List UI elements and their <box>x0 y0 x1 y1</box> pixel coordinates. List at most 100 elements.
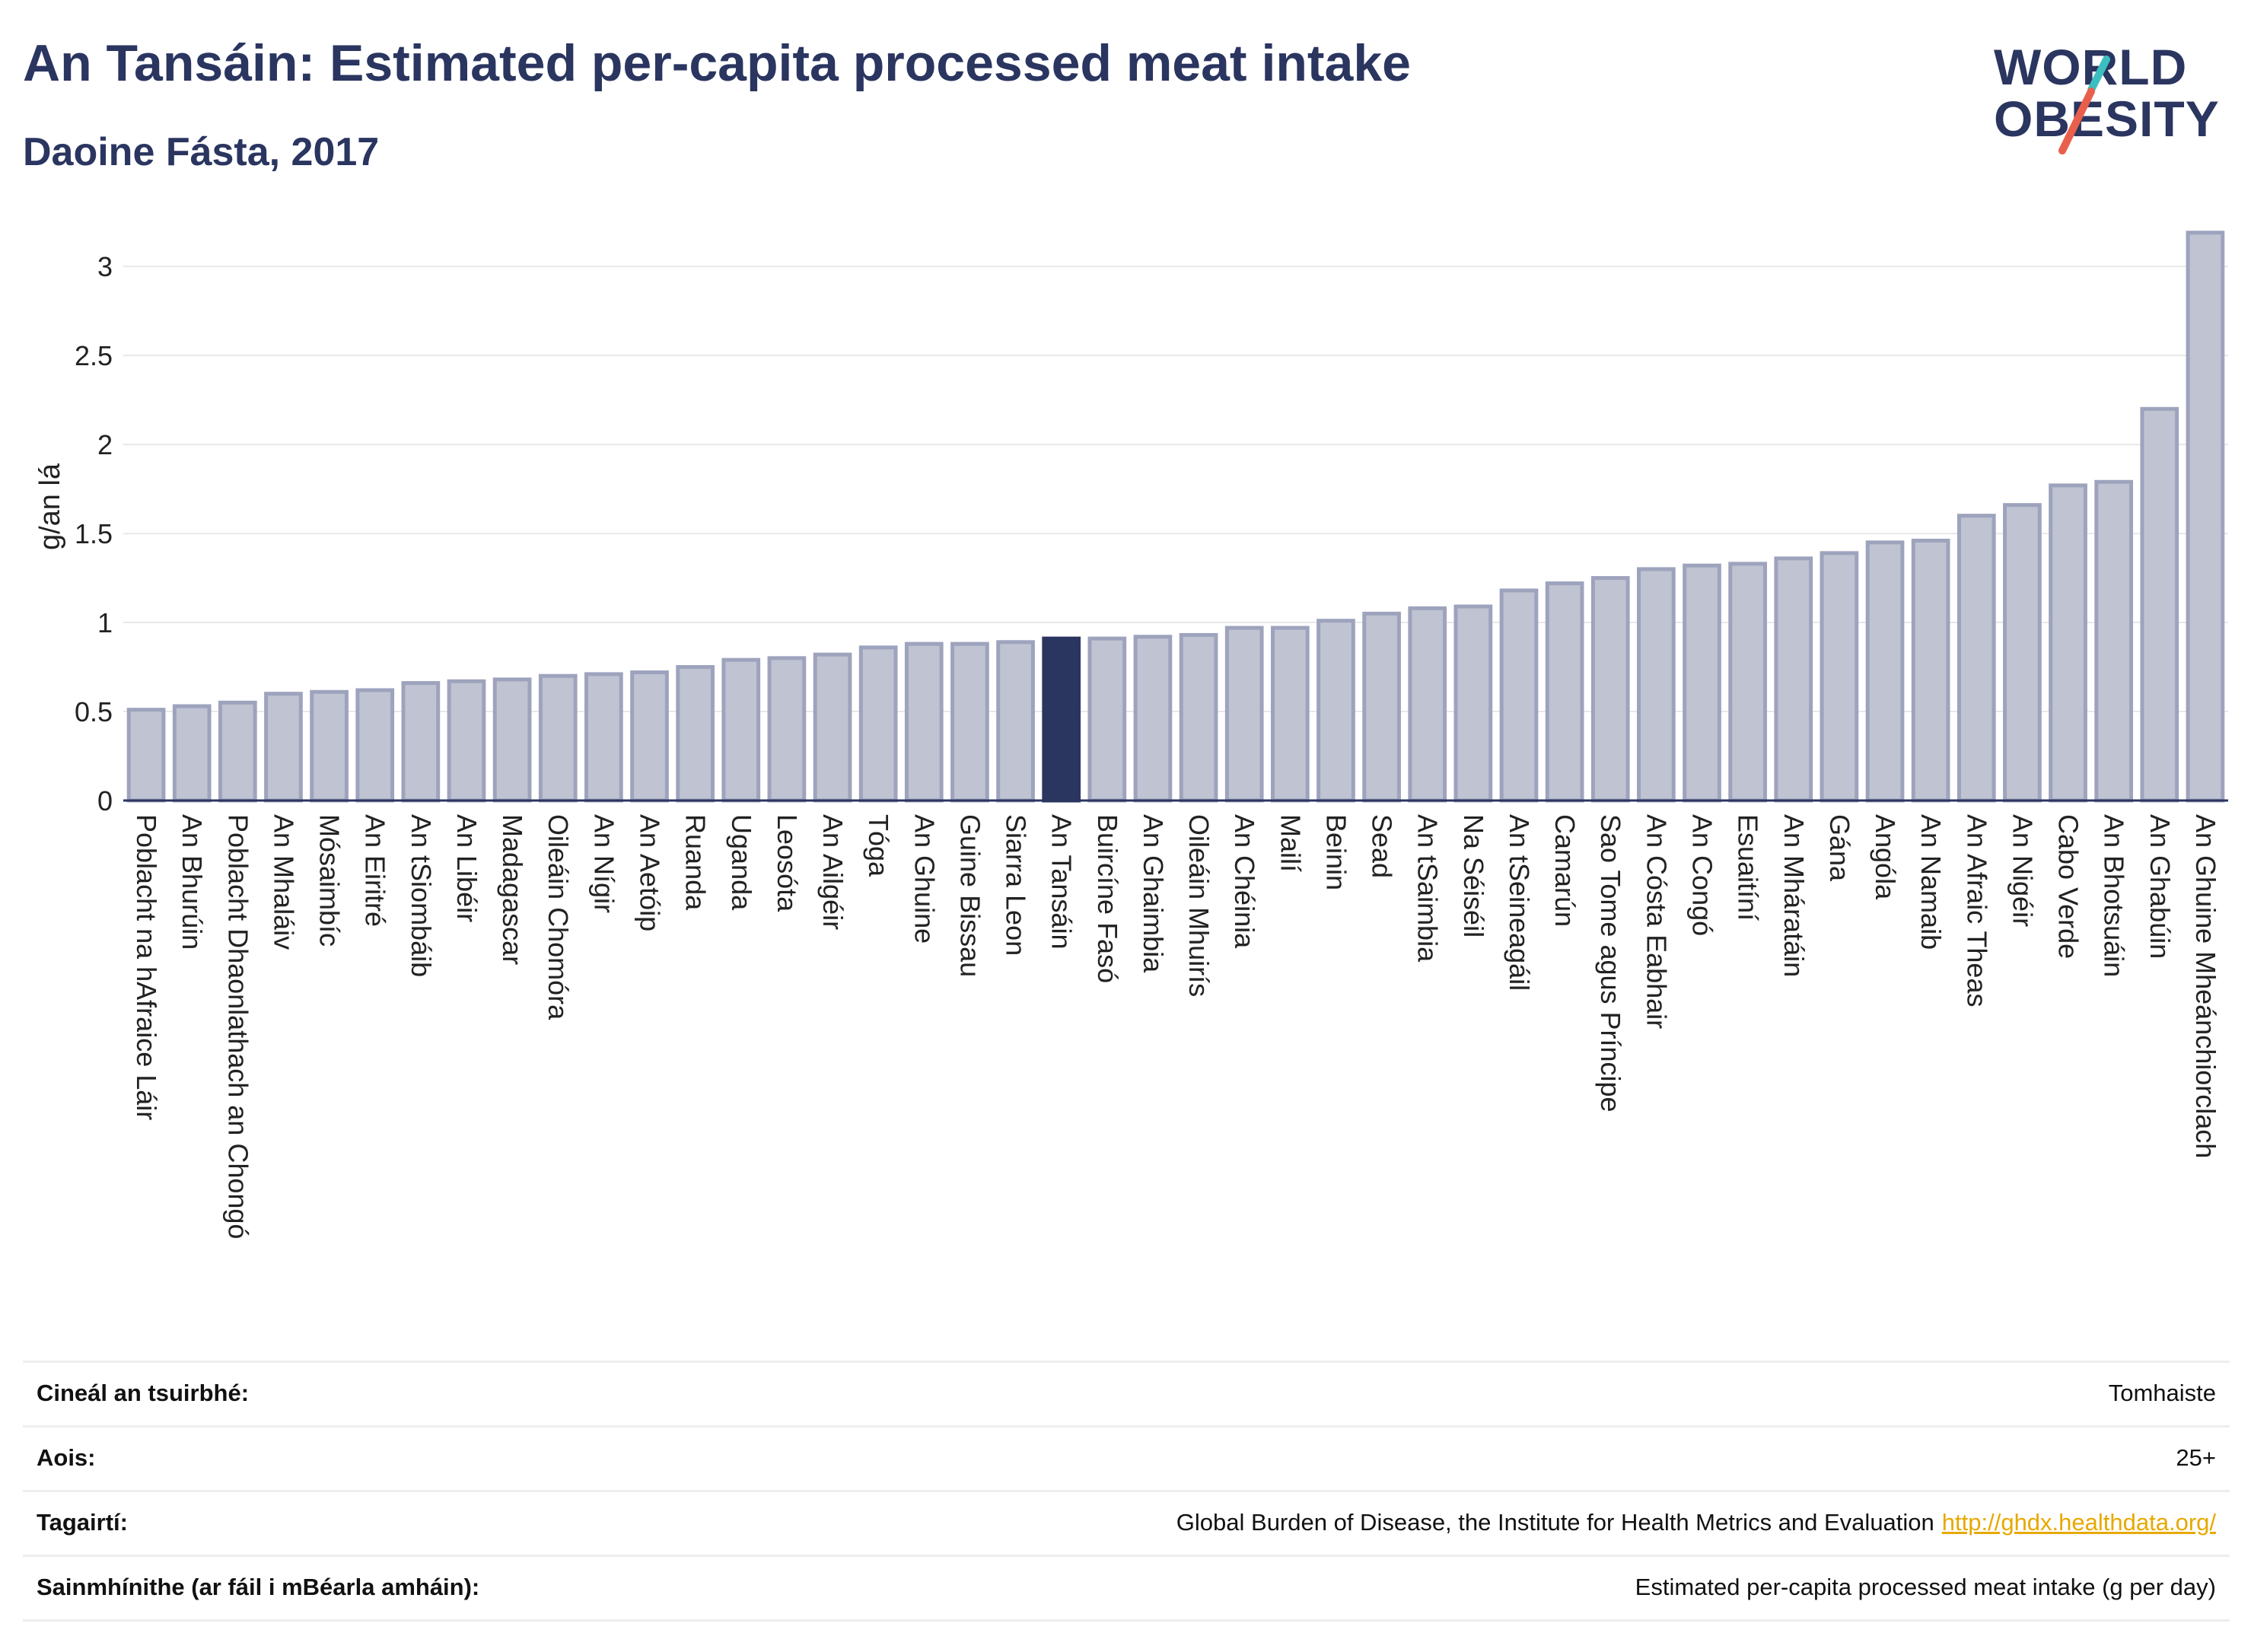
bar <box>1683 563 1721 803</box>
x-tick-label: An Ghabúin <box>2144 814 2176 959</box>
x-tick-label: Na Séiséil <box>1458 814 1489 937</box>
logo-line-2: OBESITY <box>1994 91 2220 147</box>
bar <box>1911 538 1950 803</box>
x-tick-label: Beinin <box>1320 814 1352 890</box>
x-tick-label: An Mhaláiv <box>268 814 299 950</box>
x-tick-label: Buircíne Fasó <box>1092 814 1123 983</box>
logo-slash-icon <box>2058 56 2110 154</box>
bar <box>950 641 989 803</box>
x-tick-label: Angóla <box>1870 814 1901 900</box>
x-tick-label: An Eiritré <box>360 814 391 927</box>
chart-title: An Tansáin: Estimated per-capita process… <box>23 34 1411 92</box>
x-tick-label: Tóga <box>863 814 894 877</box>
x-tick-label: Oileáin Mhuirís <box>1183 814 1215 997</box>
y-tick-label: 1 <box>97 607 113 638</box>
bar <box>310 689 349 803</box>
x-tick-label: Gána <box>1824 814 1855 882</box>
bar <box>1865 540 1905 803</box>
x-tick-label: An Namaib <box>1915 814 1947 950</box>
x-tick-label: An Ghuine Mheánchiorclach <box>2190 814 2221 1158</box>
x-tick-label: Uganda <box>726 814 757 911</box>
info-label: Aois: <box>37 1444 96 1471</box>
bar <box>1042 636 1081 803</box>
y-tick-label: 1.5 <box>75 518 113 549</box>
x-tick-label: Poblacht Dhaonlathach an Chongó <box>222 814 253 1239</box>
bar <box>355 688 395 803</box>
bar <box>2049 483 2087 803</box>
reference-link[interactable]: http://ghdx.healthdata.org/ <box>1941 1509 2216 1536</box>
x-tick-label: An Libéir <box>451 814 482 922</box>
x-tick-label: An Congó <box>1687 814 1718 936</box>
info-label: Cineál an tsuirbhé: <box>37 1380 250 1406</box>
x-tick-label: Leosóta <box>772 814 803 912</box>
bar <box>2186 231 2225 803</box>
x-tick-label: An Mháratáin <box>1778 814 1810 977</box>
bar <box>218 700 257 803</box>
bar <box>172 704 212 803</box>
x-tick-label: Guine Bissau <box>954 814 985 977</box>
bar <box>1408 606 1447 803</box>
bar <box>1590 576 1630 803</box>
info-row: Aois: 25+ <box>23 1425 2230 1490</box>
bar <box>1133 635 1173 803</box>
y-tick-label: 0.5 <box>75 696 113 727</box>
x-tick-label: Sao Tome agus Príncipe <box>1595 814 1626 1112</box>
bar-chart: 0 0.5 1 1.5 2 2.5 3 g/an lá Poblacht na hAfraice… <box>34 231 2228 1239</box>
bar <box>1362 611 1401 803</box>
y-tick-label: 2.5 <box>75 340 113 371</box>
bar <box>721 657 761 803</box>
world-obesity-logo: WORLD OBESITY <box>1986 30 2237 160</box>
x-tick-label: Sead <box>1367 814 1398 878</box>
bar <box>1224 625 1264 803</box>
x-tick-label: Camarún <box>1549 814 1581 927</box>
info-label: Sainmhínithe (ar fáil i mBéarla amháin): <box>37 1574 480 1600</box>
x-tick-label: An Ghuine <box>909 814 940 944</box>
bar <box>676 665 715 803</box>
bar <box>630 670 669 803</box>
bar <box>1087 636 1127 803</box>
bar <box>538 673 578 803</box>
bar <box>1270 625 1310 803</box>
bar <box>2094 479 2134 803</box>
x-tick-label: An Cósta Eabhair <box>1641 814 1672 1029</box>
bar <box>126 708 166 803</box>
bar <box>996 640 1035 803</box>
bar <box>1179 632 1218 803</box>
bar <box>767 656 807 803</box>
x-tick-label: Oileáin Chomóra <box>543 814 574 1020</box>
x-tick-label: An tSiombáib <box>406 814 437 977</box>
bar <box>2003 503 2042 803</box>
info-label: Tagairtí: <box>37 1509 128 1536</box>
x-tick-label: Mailí <box>1275 814 1306 872</box>
x-tick-label: An tSeineagáil <box>1504 814 1535 991</box>
x-tick-label: An Nigéir <box>2007 814 2038 927</box>
info-row: Tagairtí: Global Burden of Disease, the I… <box>23 1490 2230 1555</box>
bar <box>813 652 852 803</box>
x-tick-label: An Nígir <box>588 814 619 913</box>
x-tick-label: Madagascar <box>497 814 528 965</box>
y-axis-label: g/an lá <box>34 463 66 550</box>
x-tick-label: Poblacht na hAfraice Láir <box>131 814 162 1120</box>
x-tick-label: An Bhotsuáin <box>2099 814 2130 977</box>
y-tick-label: 3 <box>97 251 113 282</box>
y-tick-label: 2 <box>97 429 113 460</box>
bar <box>1774 556 1813 803</box>
x-tick-label: An Tansáin <box>1046 814 1078 949</box>
info-value: Global Burden of Disease, the Institute … <box>1176 1509 2216 1536</box>
x-tick-label: An Afraic Theas <box>1961 814 1992 1007</box>
bar <box>1453 604 1493 803</box>
x-tick-label: Mósaimbíc <box>314 814 345 947</box>
bar <box>1637 567 1676 803</box>
x-tick-label: An Aetóip <box>635 814 666 931</box>
x-tick-label: Ruanda <box>680 814 712 911</box>
bar <box>264 692 303 803</box>
bar <box>2140 406 2179 803</box>
bar <box>1820 551 1859 803</box>
x-tick-label: Esuaitíní <box>1733 814 1764 921</box>
info-table: Cineál an tsuirbhé: Tomhaiste Aois: 25+ Taga… <box>23 1361 2230 1622</box>
x-tick-label: An tSaimbia <box>1412 814 1444 963</box>
info-row: Cineál an tsuirbhé: Tomhaiste <box>23 1361 2230 1425</box>
bar <box>858 645 898 803</box>
info-row: Sainmhínithe (ar fáil i mBéarla amháin):… <box>23 1555 2230 1622</box>
bar <box>904 641 944 803</box>
